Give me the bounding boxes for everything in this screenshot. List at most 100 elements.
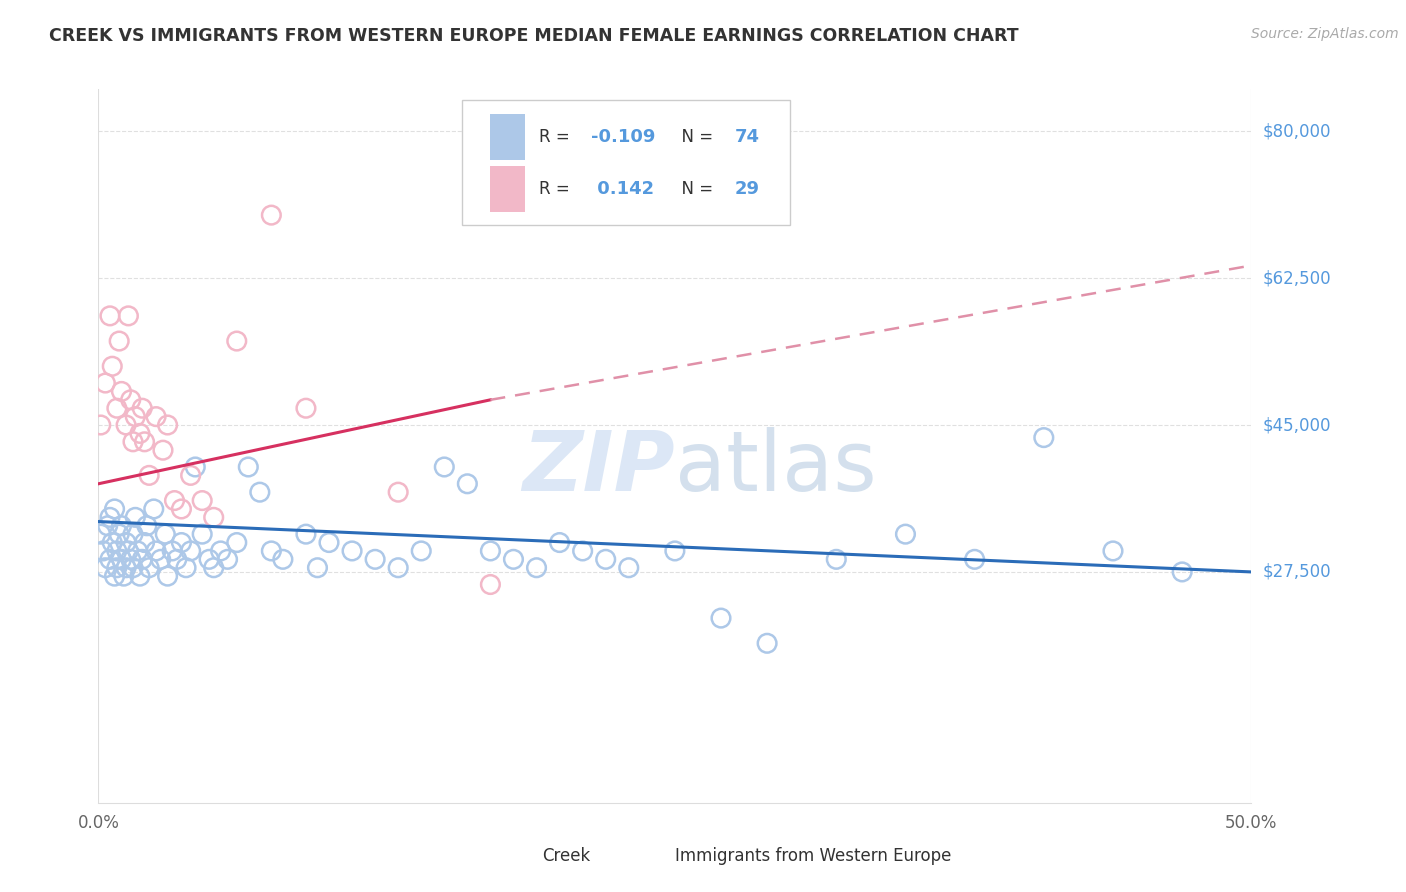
Text: Immigrants from Western Europe: Immigrants from Western Europe — [675, 847, 952, 865]
Point — [340, 544, 363, 558]
Point — [1171, 565, 1194, 579]
Point — [131, 552, 153, 566]
Point — [115, 417, 138, 432]
Point — [411, 544, 433, 558]
Point — [217, 552, 239, 566]
Point — [142, 502, 165, 516]
Text: Creek: Creek — [543, 847, 591, 865]
Point — [152, 443, 174, 458]
Text: 0.142: 0.142 — [591, 180, 654, 198]
Point — [479, 577, 502, 591]
Text: $27,500: $27,500 — [1263, 563, 1331, 581]
Text: 74: 74 — [735, 128, 759, 146]
Point — [307, 560, 329, 574]
Point — [105, 401, 128, 416]
Point — [166, 552, 188, 566]
Text: R =: R = — [538, 180, 575, 198]
Point — [1032, 431, 1054, 445]
Point — [502, 552, 524, 566]
Point — [198, 552, 221, 566]
Point — [170, 502, 193, 516]
Point — [110, 518, 132, 533]
Point — [1102, 544, 1125, 558]
Point — [105, 544, 128, 558]
Text: ZIP: ZIP — [522, 427, 675, 508]
Point — [131, 401, 153, 416]
Point — [202, 510, 225, 524]
Point — [191, 493, 214, 508]
Text: -0.109: -0.109 — [591, 128, 655, 146]
Point — [180, 544, 202, 558]
Point — [117, 309, 139, 323]
Point — [387, 560, 409, 574]
Point — [110, 384, 132, 399]
Point — [122, 527, 145, 541]
Point — [135, 518, 157, 533]
Point — [149, 552, 172, 566]
Point — [91, 544, 114, 558]
Point — [387, 485, 409, 500]
Point — [94, 376, 117, 390]
Point — [260, 208, 283, 222]
Point — [134, 535, 156, 549]
Point — [526, 560, 548, 574]
Point — [115, 560, 138, 574]
Point — [101, 535, 124, 549]
Point — [825, 552, 848, 566]
Point — [108, 527, 131, 541]
Point — [894, 527, 917, 541]
Point — [225, 535, 247, 549]
Point — [112, 569, 135, 583]
Point — [145, 409, 167, 424]
Point — [710, 611, 733, 625]
Point — [456, 476, 478, 491]
Point — [318, 535, 340, 549]
Point — [127, 544, 149, 558]
Point — [271, 552, 294, 566]
Point — [98, 510, 121, 524]
Point — [180, 468, 202, 483]
FancyBboxPatch shape — [491, 166, 524, 212]
Point — [124, 510, 146, 524]
Point — [115, 535, 138, 549]
Point — [138, 468, 160, 483]
Point — [225, 334, 247, 348]
Point — [105, 560, 128, 574]
Point — [117, 544, 139, 558]
Text: Source: ZipAtlas.com: Source: ZipAtlas.com — [1251, 27, 1399, 41]
FancyBboxPatch shape — [508, 844, 533, 869]
Point — [595, 552, 617, 566]
Point — [90, 527, 112, 541]
Point — [548, 535, 571, 549]
Point — [108, 334, 131, 348]
Point — [122, 560, 145, 574]
Point — [160, 544, 183, 558]
Point — [571, 544, 593, 558]
Point — [433, 460, 456, 475]
Point — [170, 535, 193, 549]
Text: $62,500: $62,500 — [1263, 269, 1331, 287]
Point — [184, 460, 207, 475]
Point — [90, 417, 112, 432]
Point — [295, 527, 318, 541]
Point — [120, 552, 142, 566]
Point — [120, 392, 142, 407]
Point — [249, 485, 271, 500]
Point — [110, 552, 132, 566]
Point — [756, 636, 779, 650]
FancyBboxPatch shape — [640, 844, 665, 869]
Point — [163, 493, 186, 508]
Point — [129, 569, 152, 583]
Point — [103, 502, 125, 516]
Point — [364, 552, 387, 566]
Text: CREEK VS IMMIGRANTS FROM WESTERN EUROPE MEDIAN FEMALE EARNINGS CORRELATION CHART: CREEK VS IMMIGRANTS FROM WESTERN EUROPE … — [49, 27, 1019, 45]
Point — [617, 560, 640, 574]
Point — [101, 359, 124, 374]
Text: R =: R = — [538, 128, 575, 146]
Text: 29: 29 — [735, 180, 759, 198]
Text: atlas: atlas — [675, 427, 876, 508]
Point — [98, 552, 121, 566]
Point — [97, 518, 120, 533]
Point — [155, 527, 177, 541]
Point — [156, 569, 179, 583]
